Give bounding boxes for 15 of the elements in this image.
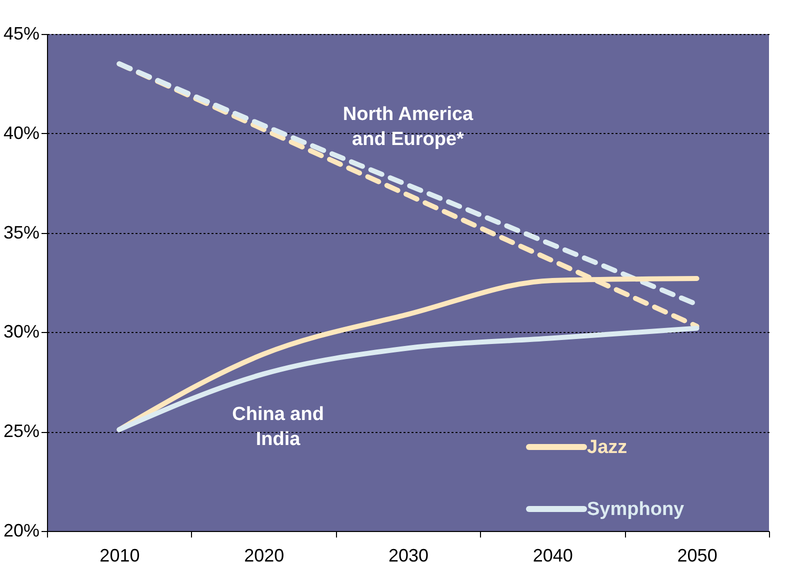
- y-tick-label: 25%: [3, 421, 40, 442]
- y-tick-label: 35%: [3, 222, 40, 242]
- legend-label: Jazz: [587, 437, 628, 458]
- x-tick-label: 2010: [100, 546, 140, 562]
- x-tick-label: 2030: [388, 546, 429, 562]
- legend-label: Symphony: [587, 499, 685, 520]
- x-tick-label: 2040: [532, 546, 573, 562]
- y-tick-label: 30%: [3, 322, 40, 342]
- annotation: North America and Europe*: [342, 104, 474, 150]
- y-tick-label: 40%: [3, 122, 40, 143]
- y-tick-label: 20%: [3, 520, 40, 540]
- y-tick-label: 45%: [3, 24, 40, 44]
- annotation: China and India: [232, 404, 324, 450]
- x-tick-label: 2050: [677, 546, 718, 562]
- x-tick-label: 2020: [244, 546, 284, 562]
